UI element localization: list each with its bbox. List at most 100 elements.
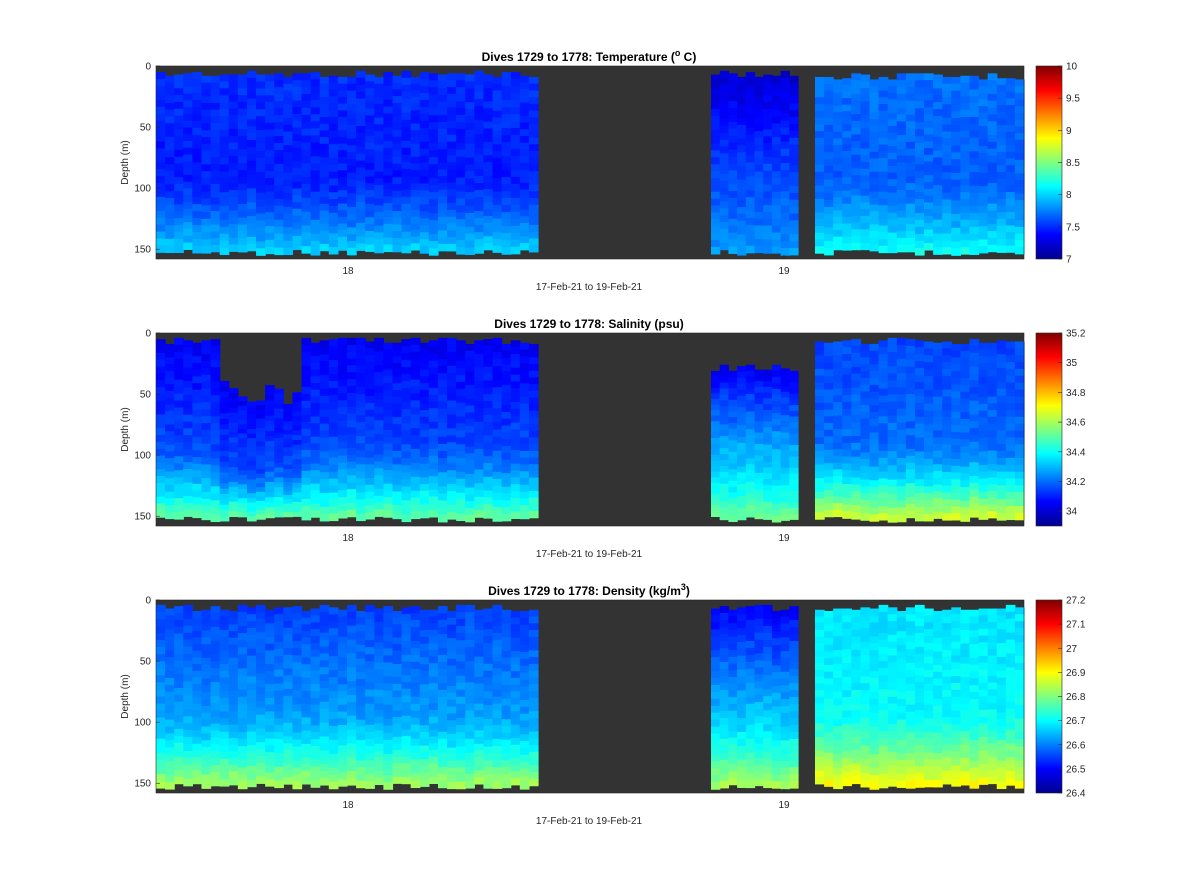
heat-cell xyxy=(274,191,284,200)
heat-cell xyxy=(283,486,294,492)
heat-cell xyxy=(165,164,175,172)
heat-cell xyxy=(942,362,952,370)
heat-cell xyxy=(754,198,764,206)
heat-cell xyxy=(265,425,275,432)
heat-cell xyxy=(256,248,266,256)
heat-cell xyxy=(319,778,330,786)
heat-cell xyxy=(201,157,212,165)
heat-cell xyxy=(383,389,394,398)
heat-cell xyxy=(365,753,375,761)
heat-cell xyxy=(996,450,1007,459)
heat-cell xyxy=(887,165,898,174)
heat-cell xyxy=(719,235,729,244)
heat-cell xyxy=(924,86,934,95)
heat-cell xyxy=(510,225,521,234)
heat-cell xyxy=(256,423,266,429)
heat-cell xyxy=(165,364,175,372)
heat-cell xyxy=(301,232,312,240)
heat-cell xyxy=(374,413,384,421)
heat-cell xyxy=(256,199,266,208)
heat-cell xyxy=(942,458,952,466)
heat-cell xyxy=(310,362,321,371)
heat-cell xyxy=(356,133,366,141)
heat-cell xyxy=(728,492,738,499)
heat-cell xyxy=(851,134,862,142)
heat-cell xyxy=(383,443,394,451)
heat-cell xyxy=(878,191,889,200)
heat-cell xyxy=(392,763,403,771)
heat-cell xyxy=(1005,185,1016,193)
heat-cell xyxy=(896,176,907,184)
heat-cell xyxy=(219,164,230,172)
heat-cell xyxy=(951,357,961,365)
heat-cell xyxy=(246,415,257,421)
heat-cell xyxy=(528,390,539,399)
heat-cell xyxy=(465,371,475,379)
heat-cell xyxy=(914,129,925,137)
heat-cell xyxy=(301,449,312,458)
heat-cell xyxy=(465,647,475,655)
heat-cell xyxy=(192,443,203,451)
heat-cell xyxy=(528,417,539,425)
heat-cell xyxy=(951,418,961,426)
heat-cell xyxy=(383,697,394,706)
heat-cell xyxy=(237,419,248,425)
heat-cell xyxy=(328,485,339,494)
heat-cell xyxy=(474,162,485,170)
heat-cell xyxy=(483,643,494,651)
heat-cell xyxy=(483,108,494,116)
heat-cell xyxy=(737,248,747,256)
heat-cell xyxy=(256,178,266,187)
heat-cell xyxy=(156,345,166,354)
heat-cell xyxy=(754,421,764,428)
heat-cell xyxy=(165,622,175,630)
heat-cell xyxy=(392,109,403,117)
heat-cell xyxy=(711,443,721,450)
heat-cell xyxy=(319,701,330,710)
heat-cell xyxy=(265,677,275,685)
heat-cell xyxy=(996,471,1007,480)
heat-cell xyxy=(401,105,412,114)
heat-cell xyxy=(528,211,539,219)
heat-cell xyxy=(192,183,203,191)
heat-cell xyxy=(1005,205,1016,213)
heat-cell xyxy=(483,81,494,89)
heat-cell xyxy=(274,247,284,256)
heat-cell xyxy=(192,79,203,87)
heat-cell xyxy=(510,484,521,492)
heat-cell xyxy=(428,428,439,436)
heat-cell xyxy=(978,172,989,181)
heat-cell xyxy=(365,471,375,479)
heat-cell xyxy=(156,183,166,191)
heat-cell xyxy=(310,656,321,665)
heat-cell xyxy=(869,487,880,495)
heat-cell xyxy=(492,110,503,119)
heat-cell xyxy=(437,366,448,374)
heat-cell xyxy=(951,438,961,447)
heat-cell xyxy=(337,497,348,505)
heat-cell xyxy=(292,781,303,790)
heat-cell xyxy=(528,144,539,152)
heat-cell xyxy=(256,157,266,166)
heat-cell xyxy=(896,394,907,403)
heat-cell xyxy=(156,148,166,156)
heat-cell xyxy=(465,745,475,754)
heat-cell xyxy=(319,402,330,411)
heat-cell xyxy=(771,388,782,396)
heat-cell xyxy=(914,395,925,404)
heat-cell xyxy=(905,352,916,361)
heat-cell xyxy=(246,502,257,508)
heat-cell xyxy=(789,473,799,480)
heat-cell xyxy=(728,463,738,470)
heat-cell xyxy=(492,103,503,112)
heat-cell xyxy=(410,216,421,224)
heat-cell xyxy=(824,356,834,364)
heat-cell xyxy=(711,449,721,456)
heat-cell xyxy=(201,218,212,227)
heat-cell xyxy=(328,178,339,186)
heat-cell xyxy=(356,372,366,381)
heat-cell xyxy=(483,414,494,423)
heat-cell xyxy=(896,443,907,452)
heat-cell xyxy=(365,108,375,116)
heat-cell xyxy=(1014,213,1025,221)
